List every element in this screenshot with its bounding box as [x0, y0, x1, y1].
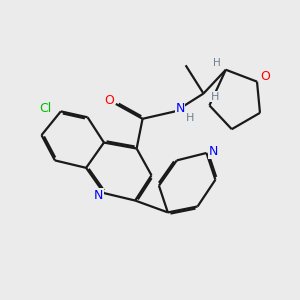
Text: Cl: Cl — [39, 103, 52, 116]
Text: N: N — [208, 145, 218, 158]
Text: N: N — [175, 103, 185, 116]
Text: N: N — [94, 189, 103, 202]
Text: H: H — [211, 92, 219, 101]
Text: H: H — [186, 113, 194, 123]
Text: O: O — [260, 70, 270, 83]
Text: H: H — [213, 58, 221, 68]
Text: O: O — [104, 94, 114, 107]
